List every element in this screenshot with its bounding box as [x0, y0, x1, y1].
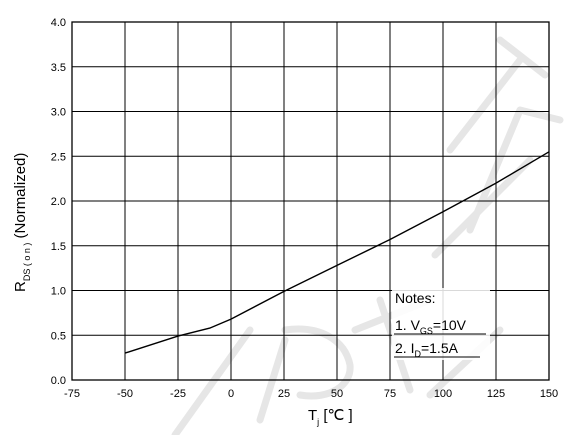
y-tick-label: 3.5	[51, 62, 66, 74]
plot-frame	[71, 21, 550, 381]
grid	[72, 22, 549, 380]
x-axis-title-subscript: j	[316, 417, 319, 427]
y-tick-label: 0.0	[51, 375, 66, 387]
x-tick-label: 25	[278, 388, 290, 400]
x-tick-label: 50	[331, 388, 343, 400]
x-axis-title-main: T	[308, 407, 317, 424]
y-tick-label: 1.5	[51, 241, 66, 253]
y-axis-title: RDS ( o n ) (Normalized)	[12, 153, 32, 292]
y-tick-label: 1.0	[51, 286, 66, 298]
x-tick-label: -50	[117, 388, 133, 400]
note-id-subscript: D	[414, 349, 421, 359]
y-tick-label: 2.5	[51, 151, 66, 163]
notes-box: Notes: 1. VGS=10V 2. ID=1.5A	[392, 288, 490, 360]
x-tick-label: 75	[384, 388, 396, 400]
y-tick-label: 0.5	[51, 330, 66, 342]
note-id-value: =1.5A	[421, 340, 459, 356]
x-tick-label: -75	[64, 388, 80, 400]
y-axis-title-subscript: DS ( o n )	[22, 243, 32, 282]
y-axis-title-rest: (Normalized)	[12, 153, 29, 243]
watermark	[171, 36, 564, 435]
y-axis-title-main: R	[12, 281, 29, 292]
y-tick-label: 4.0	[51, 17, 66, 29]
notes-title: Notes:	[395, 290, 435, 306]
x-tick-label: 0	[228, 388, 234, 400]
y-tick-labels: 0.0 0.5 1.0 1.5 2.0 2.5 3.0 3.5 4.0	[51, 17, 66, 387]
note-vgs-subscript: GS	[420, 326, 433, 336]
y-tick-label: 3.0	[51, 107, 66, 119]
note-id: 2. ID=1.5A	[395, 340, 459, 359]
x-tick-label: -25	[170, 388, 186, 400]
y-tick-label: 2.0	[51, 196, 66, 208]
x-tick-label: 125	[487, 388, 505, 400]
x-tick-label: 150	[540, 388, 558, 400]
note-vgs-value: =10V	[433, 317, 467, 333]
x-axis-title: Tj [℃ ]	[308, 407, 353, 427]
x-tick-labels: -75 -50 -25 0 25 50 75 100 125 150	[64, 388, 558, 400]
series-line	[124, 151, 550, 354]
x-axis-title-unit: [℃ ]	[319, 407, 353, 424]
note-id-prefix: 2. I	[395, 340, 414, 356]
x-tick-label: 100	[434, 388, 452, 400]
note-vgs: 1. VGS=10V	[395, 317, 467, 336]
notes-background	[392, 288, 490, 360]
note-vgs-prefix: 1. V	[395, 317, 421, 333]
